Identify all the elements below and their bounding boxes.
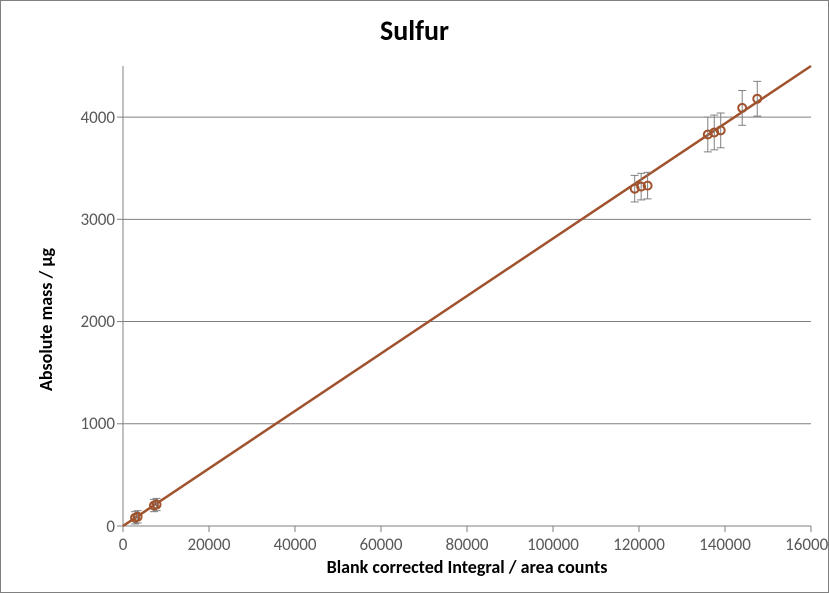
x-tick-label: 100000 [513,534,593,555]
chart-title: Sulfur [1,13,828,48]
x-tick-label: 80000 [427,534,507,555]
x-tick-label: 0 [83,534,163,555]
x-axis-label: Blank corrected Integral / area counts [123,556,811,578]
chart-frame: Sulfur Absolute mass / µg Blank correcte… [0,0,829,593]
y-tick-label: 2000 [55,311,115,332]
x-tick-label: 40000 [255,534,335,555]
y-tick-label: 3000 [55,209,115,230]
x-tick-label: 160000 [771,534,829,555]
y-tick-label: 4000 [55,107,115,128]
x-tick-label: 140000 [685,534,765,555]
y-axis-label: Absolute mass / µg [35,248,57,391]
x-tick-label: 20000 [169,534,249,555]
y-tick-label: 1000 [55,413,115,434]
x-tick-label: 60000 [341,534,421,555]
plot-area [123,66,811,526]
x-tick-label: 120000 [599,534,679,555]
